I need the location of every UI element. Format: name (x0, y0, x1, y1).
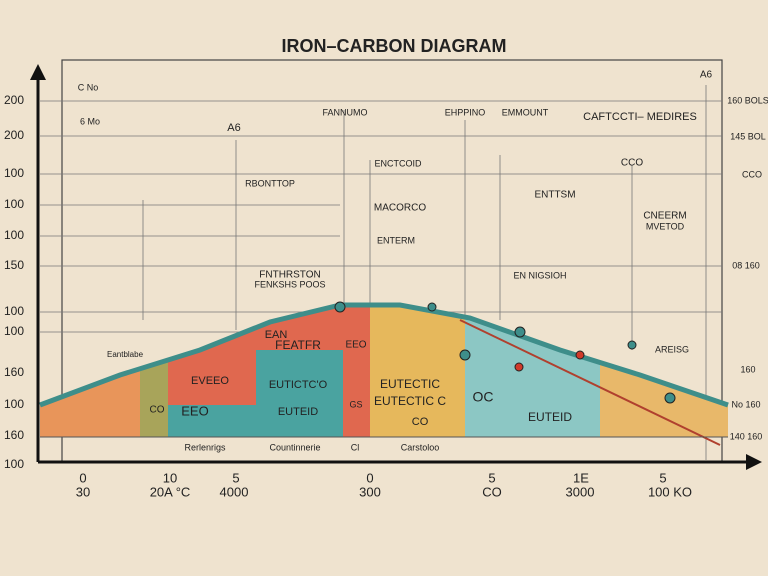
region (370, 305, 465, 437)
annotation: MVETOD (646, 221, 685, 231)
x-label: 10 (163, 470, 177, 485)
annotation: CO (150, 405, 165, 416)
annotation: CAFTCCTI– MEDIRES (583, 111, 697, 123)
right-label: 160 BOLS (727, 95, 768, 105)
y-arrow (30, 64, 46, 80)
x-arrow (746, 454, 762, 470)
y-label: 160 (4, 365, 24, 379)
annotation: EUTECTIC (380, 377, 440, 391)
annotation: Eantblabe (107, 350, 144, 359)
x-label: 5 (232, 470, 239, 485)
annotation: FANNUMO (323, 107, 368, 117)
right-label: 140 160 (730, 431, 763, 441)
annotation: EAN (265, 329, 288, 341)
annotation: ENCTCOID (375, 158, 423, 168)
right-label: CCO (742, 169, 762, 179)
y-label: 200 (4, 128, 24, 142)
annotation: Countinnerie (269, 442, 320, 452)
annotation: MACORCO (374, 203, 426, 214)
liquidus-curve (39, 302, 729, 408)
x-label: 20A °C (150, 484, 191, 499)
annotation: EUTEID (528, 410, 572, 424)
x-label: 4000 (220, 484, 249, 499)
x-label: 5 (488, 470, 495, 485)
annotation: CCO (621, 158, 643, 169)
y-label: 100 (4, 304, 24, 318)
annotation: ENTERM (377, 235, 415, 245)
y-label: 150 (4, 258, 24, 272)
x-label: 30 (76, 484, 90, 499)
annotation: RBONTTOP (245, 178, 295, 188)
y-label: 100 (4, 166, 24, 180)
annotation: A6 (700, 70, 713, 81)
annotation: FNTHRSTON (259, 270, 320, 281)
annotation: FENKSHS POOS (254, 279, 325, 289)
y-label: 100 (4, 397, 24, 411)
x-label: CO (482, 484, 502, 499)
y-label: 100 (4, 228, 24, 242)
right-label: No 160 (731, 399, 760, 409)
annotation: OC (473, 389, 494, 405)
x-label: 300 (359, 484, 381, 499)
annotation: EUTECTIC C (374, 394, 446, 408)
annotation: CNEERM (643, 211, 686, 222)
annotation: EMMOUNT (502, 107, 549, 117)
annotation: GS (349, 399, 362, 409)
annotation: CO (412, 416, 429, 428)
right-label: 08 160 (732, 260, 760, 270)
annotation: C No (78, 82, 99, 92)
grid (40, 85, 722, 460)
annotation: Cl (351, 442, 360, 452)
y-label: 100 (4, 457, 24, 471)
x-label: 100 KO (648, 484, 692, 499)
annotation: EHPPINO (445, 107, 486, 117)
y-label: 100 (4, 324, 24, 338)
y-label: 200 (4, 93, 24, 107)
solvus-line (459, 319, 721, 446)
x-label: 5 (659, 470, 666, 485)
annotation: FEATFR (275, 338, 321, 352)
annotation: 6 Mo (80, 116, 100, 126)
annotation: EUTICTC'O (269, 379, 328, 391)
points (334, 301, 676, 404)
y-label: 100 (4, 197, 24, 211)
title: IRON–CARBON DIAGRAM (282, 36, 507, 56)
right-label: 160 (740, 364, 755, 374)
region (343, 305, 370, 437)
annotation: EEO (181, 403, 208, 418)
annotation: EN NIGSIOH (513, 270, 566, 280)
y-label: 160 (4, 428, 24, 442)
x-label: 0 (366, 470, 373, 485)
annotation: Rerlenrigs (184, 442, 226, 452)
annotation: EEO (345, 340, 366, 351)
right-label: 145 BOL (730, 131, 766, 141)
x-label: 1E (573, 470, 589, 485)
annotation: Carstoloo (401, 442, 440, 452)
annotation: EUTEID (278, 406, 318, 418)
x-label: 0 (79, 470, 86, 485)
annotation: A6 (227, 122, 240, 134)
x-label: 3000 (566, 484, 595, 499)
annotation: AREISG (655, 344, 689, 354)
annotation: EVEEO (191, 375, 229, 387)
annotation: ENTTSM (534, 190, 575, 201)
